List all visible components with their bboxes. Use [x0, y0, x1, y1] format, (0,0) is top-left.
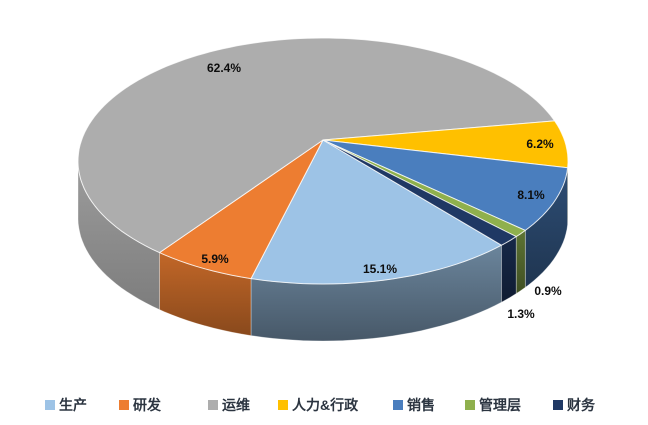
legend-item-3: 人力&行政	[278, 394, 358, 416]
slice-value-label-6: 1.3%	[507, 307, 535, 321]
pie-slice-top-4	[322, 139, 569, 231]
legend-label: 销售	[407, 397, 435, 413]
pie-slice-side-5	[515, 230, 526, 294]
legend-item-6: 财务	[553, 394, 595, 416]
legend-swatch-icon	[45, 400, 55, 410]
slice-value-label-4: 8.1%	[517, 188, 545, 202]
pie-slice-side-6	[501, 236, 517, 303]
legend-label: 运维	[222, 397, 250, 413]
legend-label: 生产	[59, 397, 87, 413]
slice-value-label-3: 6.2%	[526, 137, 554, 151]
pie-slice-top-1	[159, 139, 324, 280]
legend-label: 财务	[567, 397, 595, 413]
legend-label: 研发	[133, 397, 161, 413]
legend-swatch-icon	[393, 400, 403, 410]
chart-legend: 生产 研发 运维 人力&行政 销售 管理层 财务	[0, 394, 648, 420]
legend-item-4: 销售	[393, 394, 435, 416]
slice-value-label-1: 5.9%	[201, 252, 229, 266]
slice-value-label-2: 62.4%	[206, 61, 242, 75]
pie-slice-top-2	[77, 37, 556, 254]
legend-item-2: 运维	[208, 394, 250, 416]
legend-swatch-icon	[119, 400, 129, 410]
legend-swatch-icon	[208, 400, 218, 410]
legend-swatch-icon	[465, 400, 475, 410]
legend-label: 管理层	[479, 397, 521, 413]
legend-item-0: 生产	[45, 394, 87, 416]
legend-item-1: 研发	[119, 394, 161, 416]
slice-value-label-5: 0.9%	[534, 284, 562, 298]
legend-item-5: 管理层	[465, 394, 521, 416]
pie-slice-top-0	[250, 139, 502, 285]
pie-slice-top-6	[322, 139, 517, 246]
slice-value-label-0: 15.1%	[362, 262, 398, 276]
legend-label: 人力&行政	[292, 397, 359, 413]
legend-swatch-icon	[553, 400, 563, 410]
legend-swatch-icon	[278, 400, 288, 410]
pie-slice-top-3	[322, 120, 569, 169]
